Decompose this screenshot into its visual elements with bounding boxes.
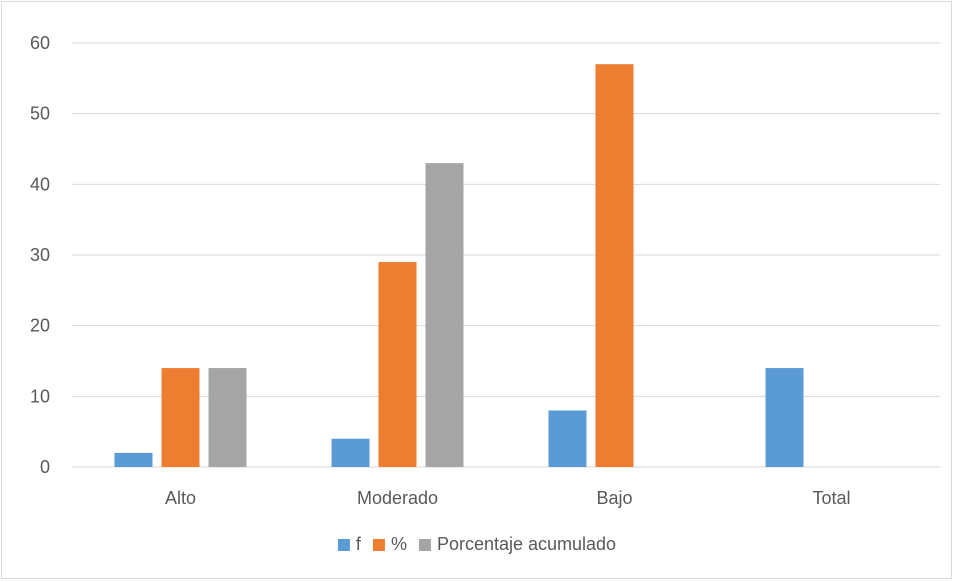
bar-bajo-series-1 — [548, 410, 587, 467]
y-tick-label: 0 — [40, 457, 50, 477]
y-tick-label: 60 — [30, 33, 50, 53]
y-tick-label: 30 — [30, 245, 50, 265]
legend-label: Porcentaje acumulado — [437, 534, 616, 554]
bar-moderado-series-2 — [378, 262, 417, 467]
bar-moderado-series-3 — [425, 163, 464, 467]
x-tick-label: Alto — [165, 488, 196, 508]
y-tick-label: 10 — [30, 386, 50, 406]
bar-bajo-series-2 — [595, 64, 634, 467]
gridlines — [72, 42, 940, 468]
y-tick-label: 50 — [30, 104, 50, 124]
x-tick-label: Total — [812, 488, 850, 508]
bar-total-series-1 — [765, 368, 804, 467]
x-tick-label: Bajo — [596, 488, 632, 508]
legend-swatch — [418, 539, 431, 551]
bars — [114, 64, 804, 467]
y-axis: 0 10 20 30 40 50 60 — [30, 33, 50, 477]
bar-moderado-series-1 — [331, 438, 370, 467]
y-tick-label: 40 — [30, 174, 50, 194]
legend: f% Porcentaje acumulado — [337, 534, 616, 554]
legend-swatch — [337, 539, 350, 551]
bar-alto-series-2 — [161, 368, 200, 467]
bar-alto-series-3 — [208, 368, 247, 467]
x-axis: Alto Moderado Bajo Total — [165, 488, 851, 508]
legend-label: % — [391, 534, 407, 554]
bar-alto-series-1 — [114, 452, 153, 467]
legend-label: f — [356, 534, 362, 554]
legend-swatch — [372, 539, 385, 551]
y-tick-label: 20 — [30, 316, 50, 336]
x-tick-label: Moderado — [357, 488, 438, 508]
